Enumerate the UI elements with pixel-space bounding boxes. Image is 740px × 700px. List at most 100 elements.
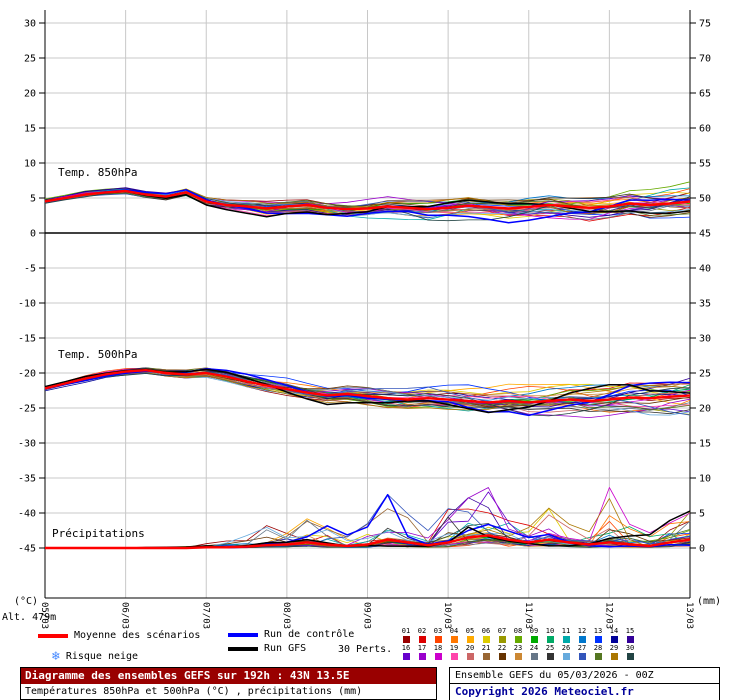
legend-control: Run de contrôle — [228, 629, 354, 640]
svg-text:45: 45 — [699, 229, 711, 240]
chart-grid — [44, 10, 691, 598]
svg-text:5: 5 — [699, 509, 705, 520]
pert-key-30: 30 — [622, 644, 638, 660]
legend-snow: ❄ Risque neige — [52, 650, 138, 663]
svg-text:55: 55 — [699, 159, 711, 170]
pert-key-25: 25 — [542, 644, 558, 660]
series-precip — [45, 487, 691, 550]
pert-key-17: 17 — [414, 644, 430, 660]
pert-key-19: 19 — [446, 644, 462, 660]
svg-text:-15: -15 — [18, 334, 36, 345]
mean-line-sample — [38, 633, 68, 638]
svg-text:Temp. 850hPa: Temp. 850hPa — [58, 166, 137, 179]
svg-text:65: 65 — [699, 89, 711, 100]
svg-text:0: 0 — [699, 544, 705, 555]
pert-key-26: 26 — [558, 644, 574, 660]
pert-key-12: 12 — [574, 627, 590, 643]
svg-text:40: 40 — [699, 264, 711, 275]
pert-key-06: 06 — [478, 627, 494, 643]
svg-text:12/03: 12/03 — [603, 602, 613, 629]
footer-info-box: Ensemble GEFS du 05/03/2026 - 00Z Copyri… — [449, 667, 720, 700]
svg-text:25: 25 — [24, 54, 36, 65]
snowflake-icon: ❄ — [52, 649, 60, 664]
svg-text:08/03: 08/03 — [281, 602, 291, 629]
run-info: Ensemble GEFS du 05/03/2026 - 00Z — [449, 667, 720, 684]
svg-text:35: 35 — [699, 299, 711, 310]
pert-key-02: 02 — [414, 627, 430, 643]
control-label: Run de contrôle — [264, 629, 355, 640]
svg-text:11/03: 11/03 — [523, 602, 533, 629]
pert-key-01: 01 — [398, 627, 414, 643]
pert-key-08: 08 — [510, 627, 526, 643]
pert-key-21: 21 — [478, 644, 494, 660]
copyright: Copyright 2026 Meteociel.fr — [449, 684, 720, 700]
svg-text:10/03: 10/03 — [442, 602, 452, 629]
svg-text:0: 0 — [30, 229, 36, 240]
svg-text:-35: -35 — [18, 474, 36, 485]
legend-gfs: Run GFS — [228, 643, 306, 654]
svg-text:07/03: 07/03 — [200, 602, 210, 629]
svg-text:-5: -5 — [24, 264, 36, 275]
diagram-title: Diagramme des ensembles GEFS sur 192h : … — [21, 668, 436, 684]
svg-text:05/03: 05/03 — [39, 602, 49, 629]
svg-text:70: 70 — [699, 54, 711, 65]
pert-key-03: 03 — [430, 627, 446, 643]
legend-perts-count: 30 Perts. — [338, 644, 392, 655]
pert-key-13: 13 — [590, 627, 606, 643]
diagram-subtitle: Températures 850hPa et 500hPa (°C) , pré… — [21, 684, 436, 699]
panel-labels: Temp. 850hPa Temp. 500hPa Précipitations — [52, 166, 145, 540]
svg-text:-45: -45 — [18, 544, 36, 555]
pert-key-29: 29 — [606, 644, 622, 660]
legend-mean: Moyenne des scénarios — [38, 630, 200, 641]
pert-key-05: 05 — [462, 627, 478, 643]
svg-text:13/03: 13/03 — [684, 602, 694, 629]
svg-text:-40: -40 — [18, 509, 36, 520]
pert-key-14: 14 — [606, 627, 622, 643]
footer-title-box: Diagramme des ensembles GEFS sur 192h : … — [20, 667, 437, 700]
svg-text:25: 25 — [699, 369, 711, 380]
svg-text:-10: -10 — [18, 299, 36, 310]
chart-axes: 302520151050-5-10-15-20-25-30-35-40-4575… — [14, 10, 721, 629]
svg-text:Précipitations: Précipitations — [52, 527, 145, 540]
pert-key-04: 04 — [446, 627, 462, 643]
pert-key-11: 11 — [558, 627, 574, 643]
series-t500 — [44, 367, 691, 419]
svg-text:06/03: 06/03 — [120, 602, 130, 629]
svg-text:50: 50 — [699, 194, 711, 205]
perts-count-label: 30 Perts. — [338, 644, 393, 655]
pert-key-10: 10 — [542, 627, 558, 643]
mean-label: Moyenne des scénarios — [74, 630, 201, 641]
svg-text:20: 20 — [699, 404, 711, 415]
svg-text:09/03: 09/03 — [362, 602, 372, 629]
pert-key-07: 07 — [494, 627, 510, 643]
svg-text:75: 75 — [699, 19, 711, 30]
series-t850 — [44, 181, 691, 224]
control-line-sample — [228, 632, 258, 637]
snow-label: Risque neige — [65, 651, 139, 662]
svg-text:-25: -25 — [18, 404, 36, 415]
svg-text:Temp. 500hPa: Temp. 500hPa — [58, 348, 137, 361]
ensemble-chart: 302520151050-5-10-15-20-25-30-35-40-4575… — [14, 10, 721, 629]
gfs-line-sample — [228, 646, 258, 651]
svg-text:10: 10 — [24, 159, 36, 170]
pert-key-16: 16 — [398, 644, 414, 660]
svg-text:15: 15 — [699, 439, 711, 450]
pert-key-22: 22 — [494, 644, 510, 660]
svg-text:30: 30 — [699, 334, 711, 345]
pert-key-09: 09 — [526, 627, 542, 643]
svg-text:-30: -30 — [18, 439, 36, 450]
svg-text:5: 5 — [30, 194, 36, 205]
svg-text:15: 15 — [24, 124, 36, 135]
pert-key-27: 27 — [574, 644, 590, 660]
pert-key-15: 15 — [622, 627, 638, 643]
pert-key-24: 24 — [526, 644, 542, 660]
svg-text:30: 30 — [24, 19, 36, 30]
pert-key-18: 18 — [430, 644, 446, 660]
pert-key-20: 20 — [462, 644, 478, 660]
altitude-label: Alt. 479m — [2, 612, 57, 623]
svg-text:60: 60 — [699, 124, 711, 135]
svg-text:10: 10 — [699, 474, 711, 485]
svg-text:-20: -20 — [18, 369, 36, 380]
svg-text:20: 20 — [24, 89, 36, 100]
